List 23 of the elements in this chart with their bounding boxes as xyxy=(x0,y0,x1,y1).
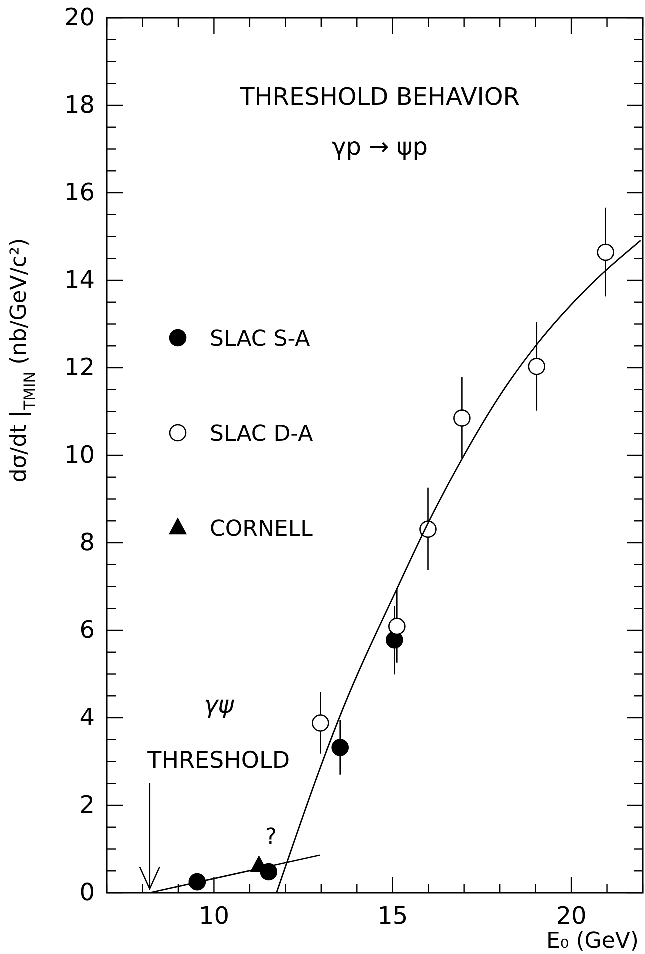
annotation: THRESHOLD xyxy=(146,748,290,774)
y-tick-label: 12 xyxy=(64,354,95,382)
text: THRESHOLD BEHAVIOR xyxy=(239,83,520,111)
y-tick-label: 10 xyxy=(64,441,95,470)
y-tick-label: 6 xyxy=(80,616,95,644)
x-tick-label: 15 xyxy=(378,902,408,930)
y-tick-label: 18 xyxy=(64,91,95,120)
annotation: γψ xyxy=(204,691,236,719)
y-tick-label: 14 xyxy=(64,266,95,294)
text: γp → ψp xyxy=(332,133,428,161)
y-tick-label: 20 xyxy=(64,4,95,32)
y-tick-label: 2 xyxy=(80,791,95,820)
annotation: ? xyxy=(265,824,278,850)
legend-label: CORNELL xyxy=(210,517,314,542)
x-tick-label: 10 xyxy=(198,902,230,930)
x-tick-label: 20 xyxy=(556,902,587,930)
legend-label: SLAC D-A xyxy=(210,422,314,447)
y-tick-label: 4 xyxy=(80,704,95,732)
y-tick-label: 8 xyxy=(80,528,95,557)
y-tick-label: 16 xyxy=(64,178,95,207)
x-axis-title: E₀ (GeV) xyxy=(546,929,639,954)
legend-label: SLAC S-A xyxy=(210,327,310,352)
y-tick-label: 0 xyxy=(80,878,95,907)
